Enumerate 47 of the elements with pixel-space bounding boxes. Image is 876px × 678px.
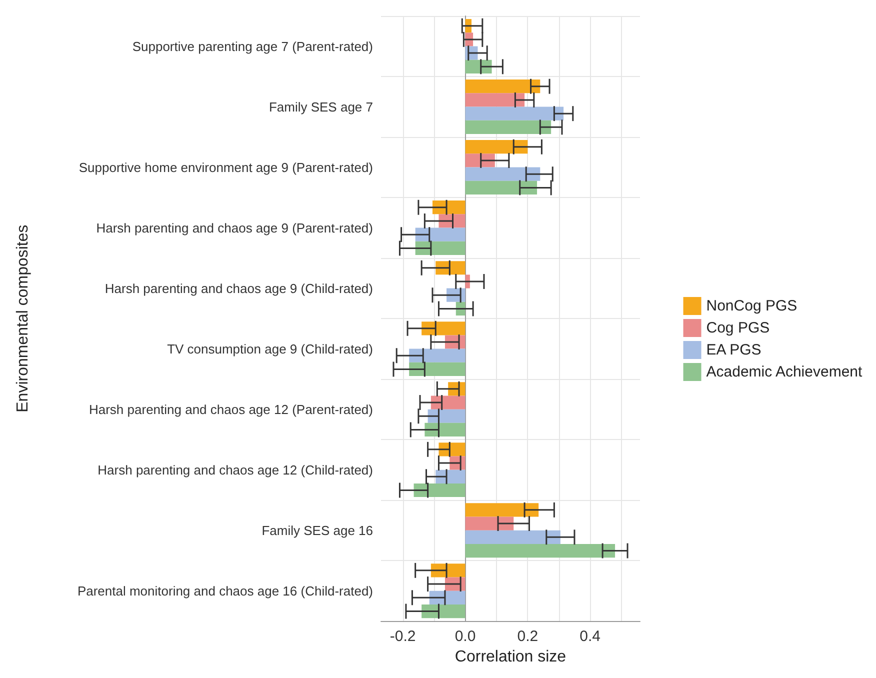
x-tick-label: 0.2 xyxy=(517,628,538,646)
y-tick-label: Harsh parenting and chaos age 9 (Child-rated) xyxy=(104,280,373,296)
bar xyxy=(465,106,564,120)
bar xyxy=(465,503,539,517)
bar xyxy=(465,530,560,544)
bar xyxy=(436,261,466,275)
legend-label: Cog PGS xyxy=(706,320,770,336)
y-tick-label: Harsh parenting and chaos age 9 (Parent-rated) xyxy=(96,220,373,236)
bar xyxy=(465,154,495,168)
bar xyxy=(465,544,616,558)
bar xyxy=(430,396,466,410)
y-tick-label: Harsh parenting and chaos age 12 (Child-rated) xyxy=(98,462,373,478)
bar xyxy=(436,470,466,484)
y-tick-label: Supportive home environment age 9 (Parent-rated) xyxy=(78,160,373,175)
y-tick-label: Family SES age 16 xyxy=(262,522,373,538)
bar xyxy=(424,422,466,437)
bar xyxy=(409,362,466,376)
x-tick-label: 0.0 xyxy=(454,628,476,646)
bar xyxy=(415,228,466,242)
x-axis-title: Correlation size xyxy=(454,648,566,666)
bar xyxy=(465,516,514,530)
bar xyxy=(465,80,540,94)
bar xyxy=(465,180,538,195)
bar xyxy=(422,604,466,618)
y-axis-title: Environmental composites xyxy=(14,224,32,412)
bar xyxy=(429,590,466,604)
bar xyxy=(414,483,466,498)
legend-label: Academic Achievement xyxy=(706,364,864,380)
bar xyxy=(428,409,466,423)
y-tick-label: Parental monitoring and chaos age 16 (Child-rated) xyxy=(77,583,373,598)
bar xyxy=(409,348,466,362)
x-tick-label: -0.2 xyxy=(390,628,416,646)
y-tick-label: Supportive parenting age 7 (Parent-rated) xyxy=(132,38,373,54)
bar xyxy=(432,200,466,214)
y-tick-label: TV consumption age 9 (Child-rated) xyxy=(167,341,373,356)
bar xyxy=(422,322,466,336)
y-tick-label: Harsh parenting and chaos age 12 (Parent-rated) xyxy=(88,402,373,417)
x-tick-label: 0.4 xyxy=(580,628,600,646)
legend-label: NonCog PGS xyxy=(706,298,798,314)
bar xyxy=(465,140,528,154)
legend-label: EA PGS xyxy=(706,342,762,358)
bar xyxy=(465,167,540,181)
bar xyxy=(465,120,552,134)
bar xyxy=(415,241,466,256)
y-tick-label: Family SES age 7 xyxy=(268,99,373,114)
bar xyxy=(465,93,525,107)
bar xyxy=(430,564,466,578)
